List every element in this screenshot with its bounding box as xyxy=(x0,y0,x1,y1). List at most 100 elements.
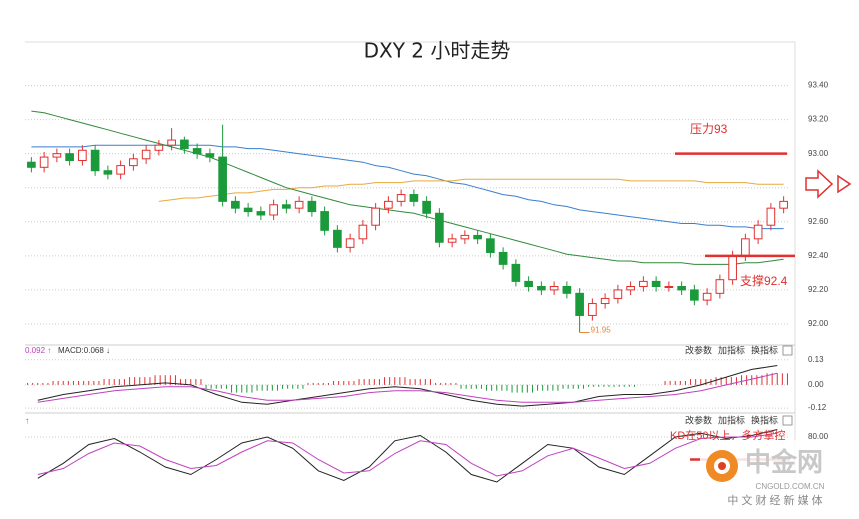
y-tick-label: 0.00 xyxy=(808,380,824,389)
y-tick-label: 80.00 xyxy=(808,432,829,441)
tool-button[interactable]: 改参数 xyxy=(685,344,712,355)
candle-body xyxy=(753,224,763,240)
level-label: 支撑92.4 xyxy=(740,273,788,288)
close-button[interactable] xyxy=(782,415,793,426)
candle-body xyxy=(167,139,176,146)
candle-body xyxy=(141,149,151,160)
level-label: KD在50以上，多方掌控 xyxy=(670,428,786,442)
indicator-line xyxy=(37,372,778,403)
candle-body xyxy=(422,200,431,214)
candle-body xyxy=(690,289,699,301)
y-tick-label: 93.40 xyxy=(808,81,829,90)
candle-body xyxy=(549,286,559,291)
y-tick-label: 93.00 xyxy=(808,149,829,158)
candle-body xyxy=(333,229,342,248)
candle-body xyxy=(90,149,100,172)
y-tick-label: 92.40 xyxy=(808,251,829,260)
candle-body xyxy=(511,263,521,282)
indicator-line xyxy=(31,110,784,265)
watermark-name: 中金网 xyxy=(745,447,823,477)
candle-body xyxy=(371,207,380,226)
candle-body xyxy=(78,149,87,161)
arrow-icon xyxy=(837,174,852,194)
low-label: 91.95 xyxy=(591,326,612,335)
candle-body xyxy=(345,238,355,248)
candle-body xyxy=(524,280,533,288)
y-tick-label: 92.00 xyxy=(808,319,829,328)
candle-body xyxy=(562,286,572,294)
close-button[interactable] xyxy=(782,345,793,356)
plot-area: 92.0092.2092.4092.6092.8093.0093.2093.40… xyxy=(25,81,829,483)
candle-body xyxy=(613,289,623,299)
candle-body xyxy=(129,158,138,167)
candle-body xyxy=(396,194,406,202)
tool-button[interactable]: 加指标 xyxy=(718,344,745,355)
candle-body xyxy=(486,238,495,253)
candle-body xyxy=(116,165,125,175)
candle-body xyxy=(269,204,278,216)
candle-body xyxy=(447,238,457,243)
logo xyxy=(718,462,726,470)
level-label: 压力93 xyxy=(690,122,728,136)
candle-body xyxy=(715,279,725,294)
indicator-line xyxy=(37,429,778,483)
tool-button[interactable]: 改参数 xyxy=(685,414,712,425)
candle-body xyxy=(358,224,368,240)
candle-body xyxy=(320,211,329,231)
candle-body xyxy=(218,156,227,202)
candle-body xyxy=(626,286,635,291)
candle-body xyxy=(307,200,317,213)
watermark-url: CNGOLD.COM.CN xyxy=(756,482,825,491)
candle-body xyxy=(600,297,610,305)
watermark-tagline: 中 文 财 经 新 媒 体 xyxy=(727,493,822,507)
candle-body xyxy=(205,153,215,158)
candle-body xyxy=(702,292,712,301)
macd-legend: 0.092 ↑ xyxy=(25,346,51,355)
candle-body xyxy=(664,286,674,289)
kd-legend: ↑ xyxy=(25,415,30,425)
candle-body xyxy=(27,161,36,168)
tool-button[interactable]: 换指标 xyxy=(751,344,778,355)
candle-body xyxy=(384,200,393,209)
y-tick-label: -0.12 xyxy=(808,403,827,412)
tool-button[interactable]: 换指标 xyxy=(751,414,778,425)
candle-body xyxy=(677,286,686,291)
candle-body xyxy=(65,153,74,161)
candle-body xyxy=(154,144,164,151)
y-tick-label: 0.13 xyxy=(808,355,824,364)
y-tick-label: 93.20 xyxy=(808,115,829,124)
candle-body xyxy=(103,170,113,175)
candle-body xyxy=(588,303,597,316)
candle-body xyxy=(52,153,62,158)
candle-body xyxy=(282,204,291,209)
candle-body xyxy=(409,194,419,202)
candle-body xyxy=(243,207,253,213)
candle-body xyxy=(537,286,546,291)
candle-body xyxy=(256,211,266,216)
y-tick-label: 92.20 xyxy=(808,285,829,294)
candle-body xyxy=(294,200,304,209)
indicator-line xyxy=(158,178,784,202)
candle-body xyxy=(435,212,444,243)
candle-body xyxy=(575,292,584,316)
candle-body xyxy=(741,238,750,257)
candle-body xyxy=(766,207,776,226)
chart-title: DXY 2 小时走势 xyxy=(364,39,511,63)
tool-button[interactable]: 加指标 xyxy=(718,414,745,425)
candle-body xyxy=(498,251,508,265)
candle-body xyxy=(651,280,661,288)
candle-body xyxy=(779,200,788,209)
candle-body xyxy=(39,156,49,168)
y-tick-label: 92.60 xyxy=(808,217,829,226)
candle-body xyxy=(728,255,737,281)
candle-body xyxy=(192,148,202,155)
candle-body xyxy=(639,280,648,288)
candle-body xyxy=(473,234,482,240)
indicator-line xyxy=(37,365,778,407)
candle-body xyxy=(180,139,189,150)
candle-body xyxy=(460,234,470,240)
macd-legend: MACD:0.068 ↓ xyxy=(58,346,110,355)
indicator-line xyxy=(37,432,778,477)
